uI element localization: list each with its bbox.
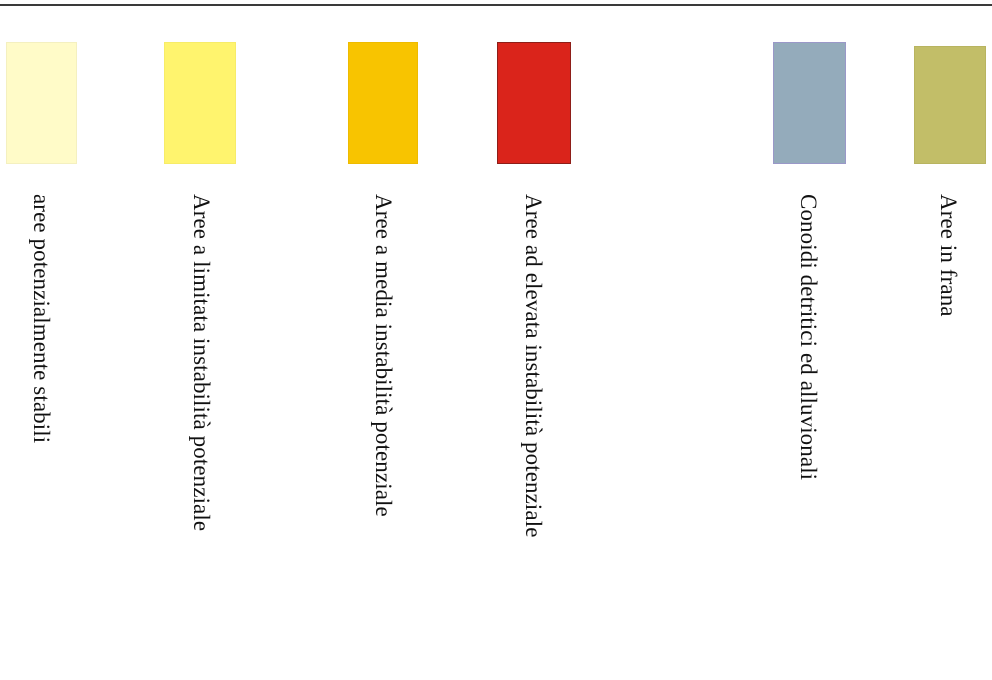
legend-swatch-high-instability	[497, 42, 571, 164]
legend-label-high-instability: Aree ad elevata instabilità potenziale	[521, 194, 546, 538]
legend-swatch-potentially-stable	[6, 42, 77, 164]
legend-label-potentially-stable: aree potenzialmente stabili	[29, 194, 54, 444]
legend-label-medium-instability: Aree a media instabilità potenziale	[371, 194, 396, 517]
top-border-line	[0, 4, 992, 6]
legend-swatch-debris-fans	[773, 42, 846, 164]
legend-label-landslide-areas: Aree in frana	[936, 194, 961, 317]
legend-swatch-limited-instability	[164, 42, 236, 164]
legend-label-debris-fans: Conoidi detritici ed alluvionali	[796, 194, 821, 481]
legend-swatch-landslide-areas	[914, 46, 986, 164]
legend-swatch-medium-instability	[348, 42, 418, 164]
legend-label-limited-instability: Aree a limitata instabilità potenziale	[189, 194, 214, 532]
